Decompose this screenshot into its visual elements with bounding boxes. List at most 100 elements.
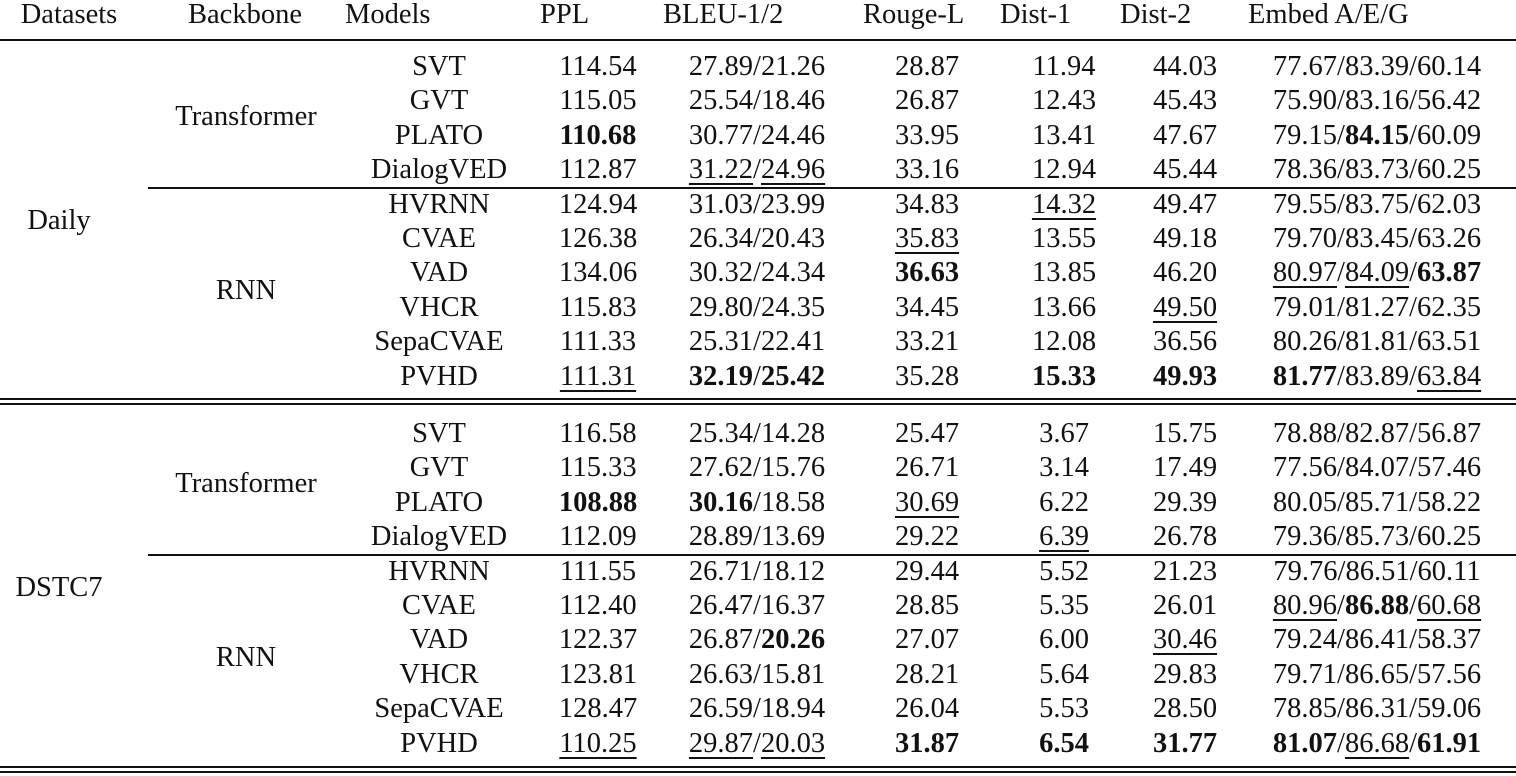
dist1-cell: 13.41 — [1031, 119, 1097, 151]
model-cell: VAD — [409, 624, 469, 656]
bleu2-value: 18.58 — [760, 486, 826, 518]
dist1-cell: 6.22 — [1039, 486, 1089, 518]
dist1-cell: 13.55 — [1031, 223, 1097, 254]
embed-average-value: 80.96 — [1272, 590, 1338, 621]
bleu-cell: 27.62/15.76 — [663, 451, 851, 485]
rouge-cell: 30.69 — [894, 486, 960, 518]
dist2-cell: 47.67 — [1152, 119, 1218, 151]
value-separator: / — [1337, 693, 1345, 725]
embed-extrema-value: 86.88 — [1344, 590, 1410, 621]
ppl-cell: 134.06 — [558, 257, 638, 289]
dist1-cell: 15.33 — [1031, 360, 1097, 392]
model-cell: GVT — [409, 452, 469, 484]
bleu-cell: 26.63/15.81 — [663, 658, 851, 692]
dist1-cell: 12.43 — [1031, 85, 1097, 117]
rouge-cell: 34.45 — [894, 291, 960, 323]
embed-greedy-value: 63.26 — [1416, 223, 1482, 254]
embed-cell: 80.97/84.09/63.87 — [1248, 256, 1506, 290]
dist2-cell: 31.77 — [1152, 727, 1218, 759]
value-separator: / — [1337, 452, 1345, 484]
bleu-cell: 26.34/20.43 — [663, 222, 851, 256]
dist1-cell: 3.14 — [1039, 452, 1089, 484]
value-separator: / — [1337, 291, 1345, 323]
dataset-separator-bottom — [0, 403, 1516, 405]
embed-greedy-value: 58.37 — [1416, 624, 1482, 656]
rouge-cell: 36.63 — [894, 257, 960, 289]
ppl-cell: 111.55 — [559, 555, 637, 587]
bleu-cell: 25.31/22.41 — [663, 325, 851, 359]
bleu2-value: 16.37 — [760, 590, 826, 621]
header-ppl: PPL — [540, 0, 590, 30]
model-cell: SVT — [412, 418, 466, 449]
value-separator: / — [753, 555, 761, 587]
dist1-cell: 3.67 — [1039, 418, 1089, 449]
table-row: HVRNN 124.94 31.03/23.99 34.83 14.32 49.47 79.… — [0, 188, 1516, 222]
embed-cell: 81.07/86.68/61.91 — [1248, 727, 1506, 761]
bleu2-value: 20.43 — [760, 223, 826, 254]
dist2-cell: 46.20 — [1152, 257, 1218, 289]
value-separator: / — [1337, 624, 1345, 656]
ppl-cell: 112.87 — [559, 154, 637, 186]
header-rule — [0, 39, 1516, 41]
embed-average-value: 80.97 — [1272, 257, 1338, 289]
embed-greedy-value: 60.11 — [1417, 555, 1481, 587]
bleu1-value: 25.31 — [688, 326, 754, 358]
bleu-cell: 27.89/21.26 — [663, 50, 851, 84]
embed-greedy-value: 62.35 — [1416, 291, 1482, 323]
embed-cell: 80.26/81.81/63.51 — [1248, 325, 1506, 359]
embed-extrema-value: 86.65 — [1344, 658, 1410, 690]
bottom-rule-top — [0, 766, 1516, 768]
table-row: SepaCVAE 128.47 26.59/18.94 26.04 5.53 28.50 7… — [0, 692, 1516, 726]
table-row: SVT 116.58 25.34/14.28 25.47 3.67 15.75 78.88/… — [0, 417, 1516, 451]
value-separator: / — [1337, 590, 1345, 621]
bleu-cell: 30.16/18.58 — [663, 486, 851, 520]
header-bleu: BLEU-1/2 — [663, 0, 784, 30]
bleu-cell: 29.87/20.03 — [663, 727, 851, 761]
embed-cell: 80.96/86.88/60.68 — [1248, 589, 1506, 623]
model-cell: GVT — [409, 85, 469, 117]
rouge-cell: 33.95 — [894, 119, 960, 151]
embed-cell: 79.01/81.27/62.35 — [1248, 291, 1506, 325]
embed-extrema-value: 86.41 — [1344, 624, 1410, 656]
value-separator: / — [753, 360, 761, 392]
header-embed: Embed A/E/G — [1248, 0, 1409, 30]
value-separator: / — [1337, 85, 1345, 117]
table-row: VAD 122.37 26.87/20.26 27.07 6.00 30.46 79.24/… — [0, 623, 1516, 657]
embed-average-value: 79.55 — [1272, 188, 1338, 220]
model-cell: HVRNN — [388, 555, 490, 587]
embed-extrema-value: 84.15 — [1344, 119, 1410, 151]
dist2-cell: 26.78 — [1152, 521, 1218, 553]
table-row: SVT 114.54 27.89/21.26 28.87 11.94 44.03 77.67… — [0, 50, 1516, 84]
header-dist1: Dist-1 — [1000, 0, 1072, 30]
embed-greedy-value: 60.25 — [1416, 154, 1482, 186]
dist1-cell: 12.94 — [1031, 154, 1097, 186]
bleu-cell: 25.54/18.46 — [663, 84, 851, 118]
rouge-cell: 31.87 — [894, 727, 960, 759]
rouge-cell: 25.47 — [894, 418, 960, 449]
rouge-cell: 27.07 — [894, 624, 960, 656]
dist2-cell: 29.39 — [1152, 486, 1218, 518]
value-separator: / — [1409, 693, 1417, 725]
backbone-label-transformer: Transformer — [175, 101, 317, 132]
embed-greedy-value: 56.42 — [1416, 85, 1482, 117]
model-cell: PLATO — [394, 486, 484, 518]
ppl-cell: 114.54 — [559, 51, 637, 82]
ppl-cell: 115.05 — [559, 85, 637, 117]
embed-average-value: 79.71 — [1272, 658, 1338, 690]
dist2-cell: 28.50 — [1152, 693, 1218, 725]
value-separator: / — [1337, 51, 1345, 82]
bleu2-value: 25.42 — [760, 360, 826, 392]
dist2-cell: 29.83 — [1152, 658, 1218, 690]
model-cell: HVRNN — [388, 188, 490, 220]
rouge-cell: 28.21 — [894, 658, 960, 690]
dist2-cell: 36.56 — [1152, 326, 1218, 358]
rouge-cell: 28.87 — [894, 51, 960, 82]
bottom-rule-bottom — [0, 771, 1516, 773]
value-separator: / — [753, 486, 761, 518]
dist2-cell: 49.47 — [1152, 188, 1218, 220]
bleu1-value: 30.32 — [688, 257, 754, 289]
value-separator: / — [1409, 85, 1417, 117]
dataset-label-daily: Daily — [27, 205, 91, 236]
embed-extrema-value: 83.45 — [1344, 223, 1410, 254]
embed-average-value: 78.36 — [1272, 154, 1338, 186]
